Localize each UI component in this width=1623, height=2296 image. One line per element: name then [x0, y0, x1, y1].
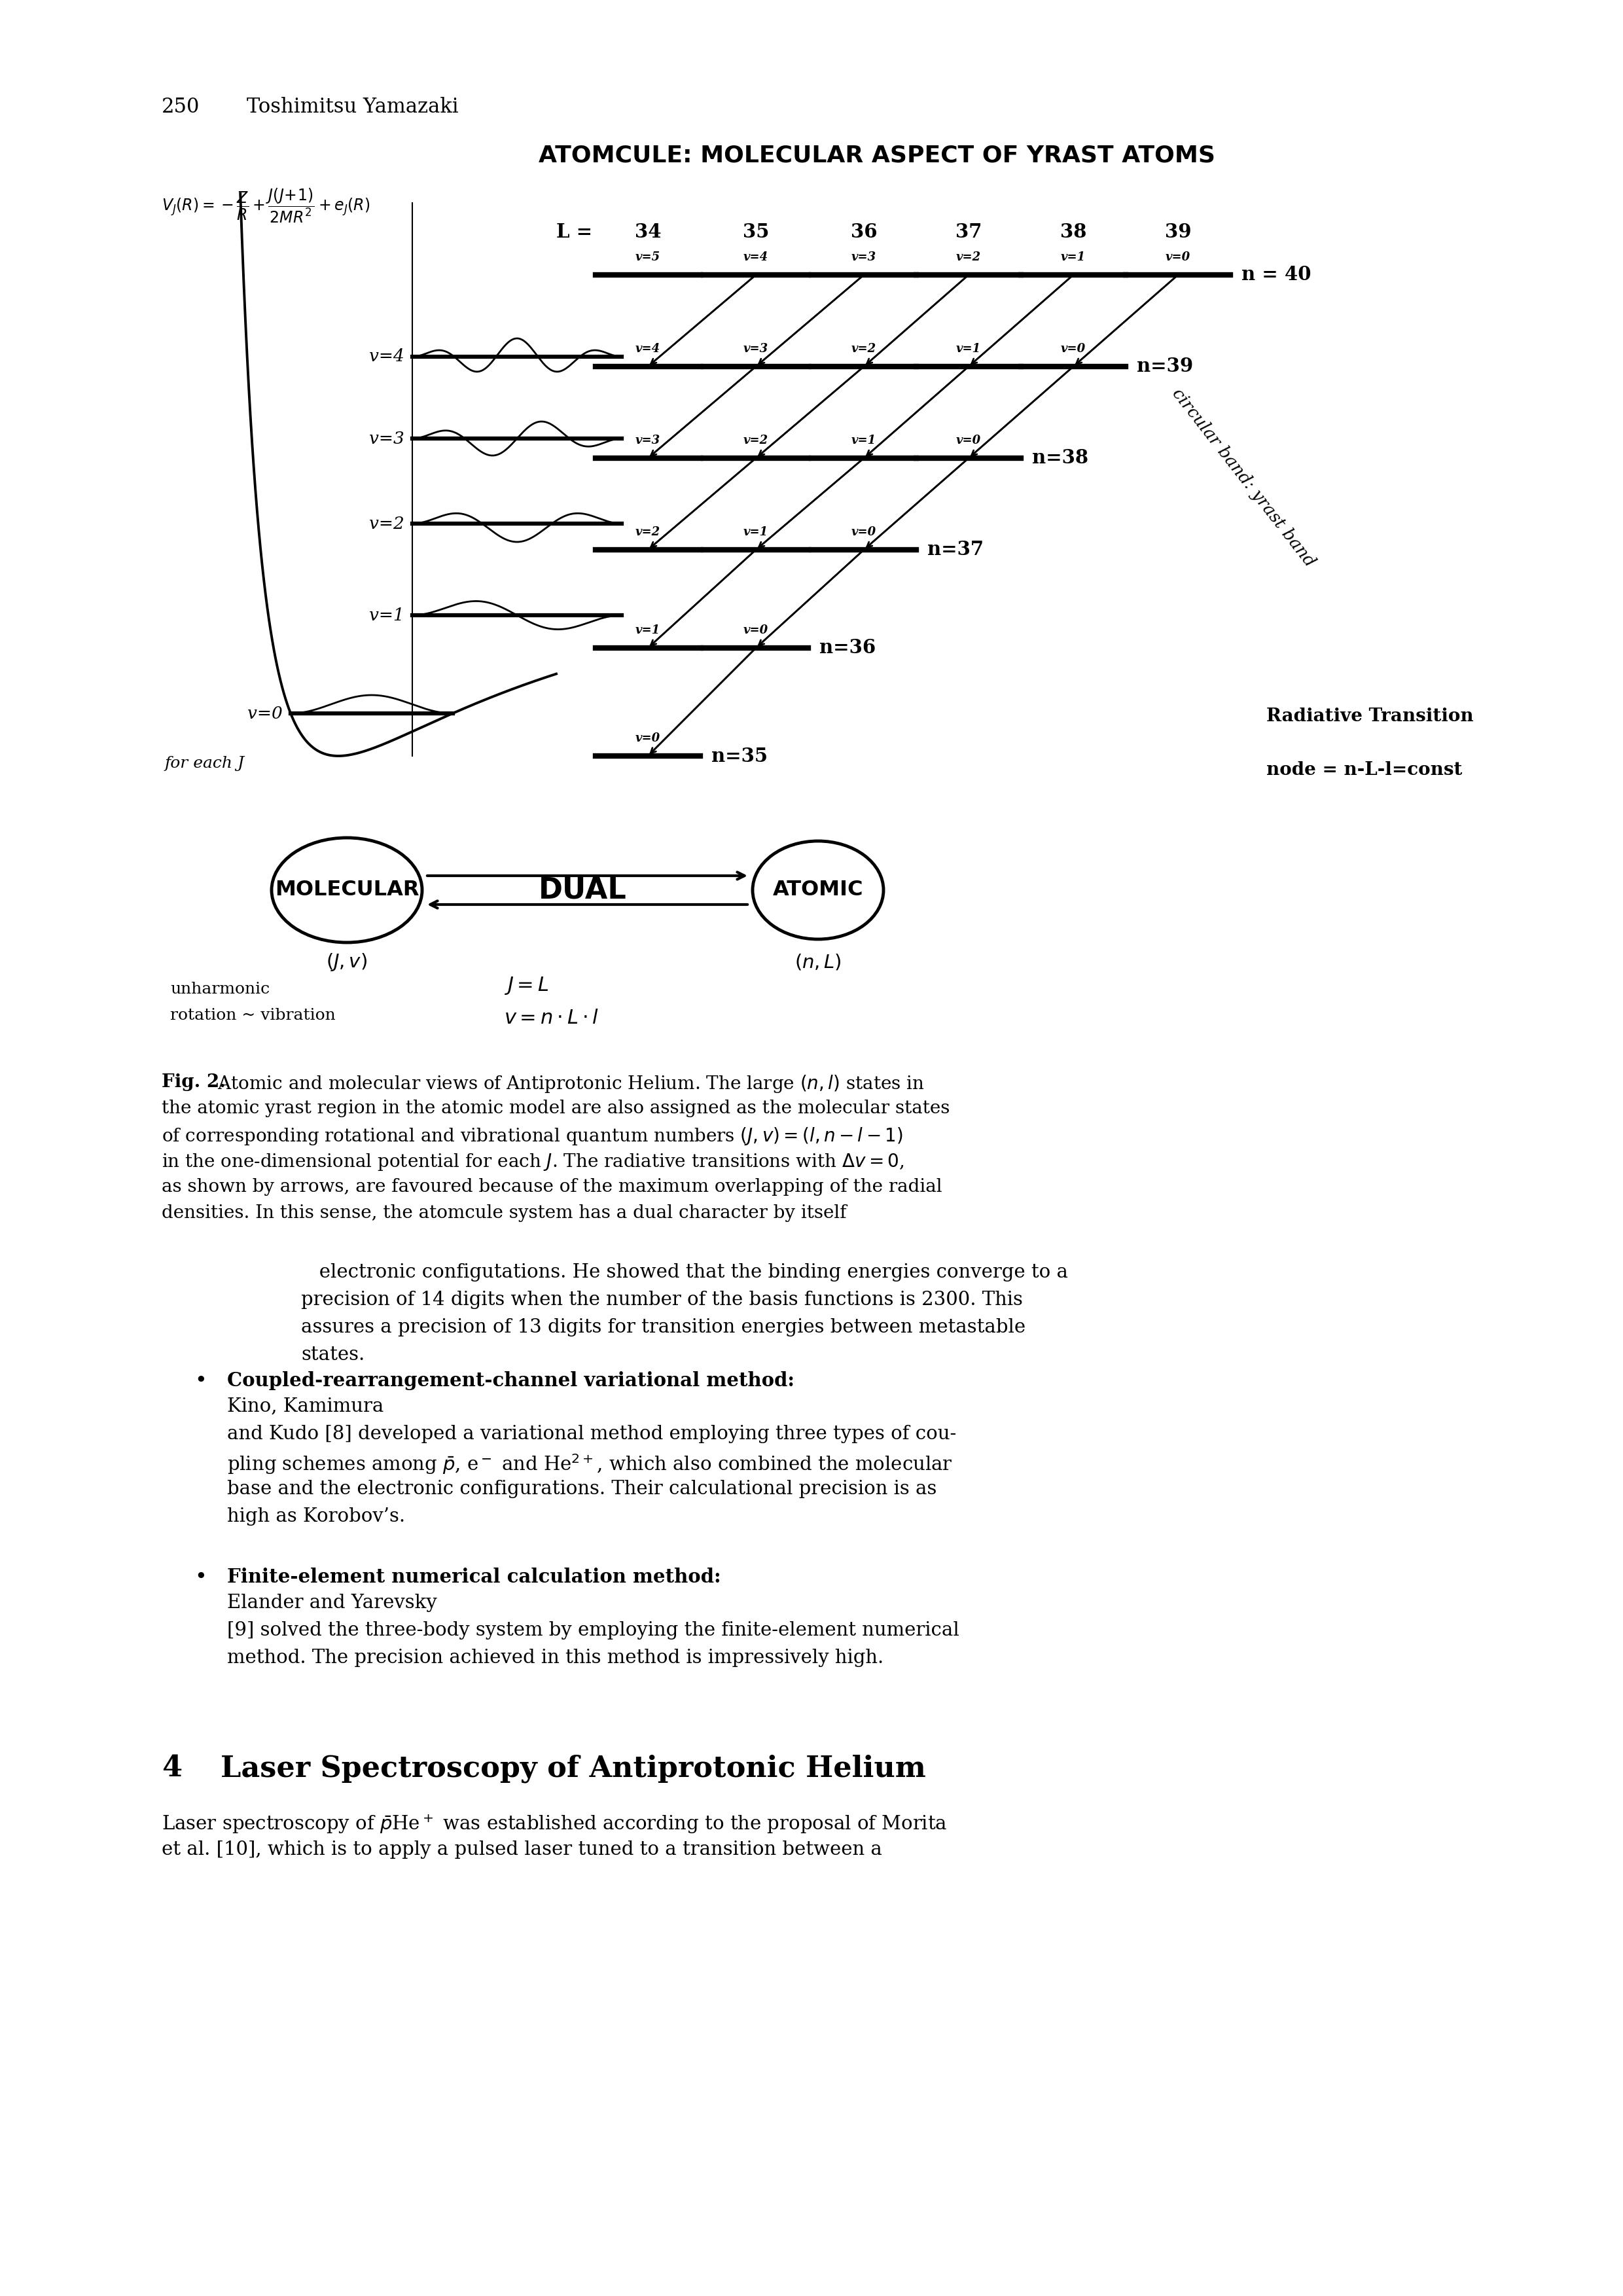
Text: base and the electronic configurations. Their calculational precision is as: base and the electronic configurations. … [227, 1481, 936, 1499]
Text: node = n-L-l=const: node = n-L-l=const [1266, 762, 1462, 778]
Text: unharmonic: unharmonic [170, 983, 269, 996]
Text: v=0: v=0 [956, 434, 980, 445]
Text: 4: 4 [162, 1754, 182, 1782]
Text: states.: states. [300, 1345, 365, 1364]
Text: $(n, L)$: $(n, L)$ [795, 953, 842, 971]
Text: 37: 37 [956, 223, 982, 241]
Text: n=37: n=37 [927, 540, 984, 560]
Text: v=0: v=0 [1165, 250, 1190, 264]
Text: v=2: v=2 [370, 514, 404, 533]
Text: pling schemes among $\bar{p}$, e$^-$ and He$^{2+}$, which also combined the mole: pling schemes among $\bar{p}$, e$^-$ and… [227, 1453, 953, 1476]
Text: v=1: v=1 [956, 342, 980, 356]
Text: assures a precision of 13 digits for transition energies between metastable: assures a precision of 13 digits for tra… [300, 1318, 1026, 1336]
Text: v=0: v=0 [636, 732, 661, 744]
Text: Laser Spectroscopy of Antiprotonic Helium: Laser Spectroscopy of Antiprotonic Heliu… [221, 1754, 925, 1782]
Text: •: • [195, 1371, 208, 1391]
Text: $v = n \cdot L \cdot l$: $v = n \cdot L \cdot l$ [503, 1008, 599, 1029]
Text: [9] solved the three-body system by employing the finite-element numerical: [9] solved the three-body system by empl… [227, 1621, 959, 1639]
Text: circular band: yrast band: circular band: yrast band [1169, 386, 1318, 569]
Text: v=1: v=1 [636, 625, 661, 636]
Text: v=0: v=0 [1061, 342, 1086, 356]
Text: DUAL: DUAL [539, 877, 626, 905]
Text: v=4: v=4 [743, 250, 768, 264]
Text: 39: 39 [1165, 223, 1191, 241]
Text: n = 40: n = 40 [1242, 266, 1311, 285]
Text: v=3: v=3 [370, 429, 404, 448]
Text: v=1: v=1 [743, 526, 768, 537]
Text: high as Korobov’s.: high as Korobov’s. [227, 1506, 406, 1525]
Text: 35: 35 [743, 223, 769, 241]
Text: v=1: v=1 [1061, 250, 1086, 264]
Text: v=1: v=1 [370, 606, 404, 625]
Text: v=5: v=5 [636, 250, 661, 264]
Text: rotation ~ vibration: rotation ~ vibration [170, 1008, 336, 1024]
Text: Kino, Kamimura: Kino, Kamimura [227, 1398, 383, 1417]
Text: Fig. 2.: Fig. 2. [162, 1075, 226, 1091]
Text: v=3: v=3 [743, 342, 768, 356]
Text: et al. [10], which is to apply a pulsed laser tuned to a transition between a: et al. [10], which is to apply a pulsed … [162, 1841, 881, 1860]
Text: Atomic and molecular views of Antiprotonic Helium. The large $(n, l)$ states in: Atomic and molecular views of Antiproton… [206, 1075, 925, 1095]
Text: v=0: v=0 [743, 625, 768, 636]
Text: of corresponding rotational and vibrational quantum numbers $(J, v) = (l, n - l : of corresponding rotational and vibratio… [162, 1125, 902, 1146]
Text: the atomic yrast region in the atomic model are also assigned as the molecular s: the atomic yrast region in the atomic mo… [162, 1100, 949, 1118]
Text: v=1: v=1 [852, 434, 876, 445]
Text: $J = L$: $J = L$ [503, 976, 549, 996]
Text: as shown by arrows, are favoured because of the maximum overlapping of the radia: as shown by arrows, are favoured because… [162, 1178, 941, 1196]
Text: Elander and Yarevsky: Elander and Yarevsky [227, 1593, 437, 1612]
Text: in the one-dimensional potential for each $J$. The radiative transitions with $\: in the one-dimensional potential for eac… [162, 1153, 904, 1173]
Text: $V_J(R) = -\dfrac{Z}{R} + \dfrac{J(J\!+\!1)}{2MR^2} + e_J(R)$: $V_J(R) = -\dfrac{Z}{R} + \dfrac{J(J\!+\… [162, 186, 370, 225]
Text: electronic configutations. He showed that the binding energies converge to a: electronic configutations. He showed tha… [300, 1263, 1068, 1281]
Text: v=2: v=2 [743, 434, 768, 445]
Text: n=35: n=35 [711, 746, 768, 765]
Text: v=3: v=3 [636, 434, 661, 445]
Text: precision of 14 digits when the number of the basis functions is 2300. This: precision of 14 digits when the number o… [300, 1290, 1022, 1309]
Text: v=0: v=0 [852, 526, 876, 537]
Text: Laser spectroscopy of $\bar{p}$He$^+$ was established according to the proposal : Laser spectroscopy of $\bar{p}$He$^+$ wa… [162, 1814, 948, 1835]
Text: v=4: v=4 [370, 349, 404, 365]
Text: ATOMCULE: MOLECULAR ASPECT OF YRAST ATOMS: ATOMCULE: MOLECULAR ASPECT OF YRAST ATOM… [539, 145, 1216, 165]
Text: v=2: v=2 [636, 526, 661, 537]
Text: for each J: for each J [166, 755, 245, 771]
Text: v=2: v=2 [852, 342, 876, 356]
Text: L =: L = [557, 223, 592, 241]
Text: 36: 36 [850, 223, 876, 241]
Text: 34: 34 [635, 223, 661, 241]
Text: Coupled-rearrangement-channel variational method:: Coupled-rearrangement-channel variationa… [227, 1371, 795, 1389]
Text: Radiative Transition: Radiative Transition [1266, 707, 1474, 726]
Text: 250: 250 [162, 96, 200, 117]
Text: method. The precision achieved in this method is impressively high.: method. The precision achieved in this m… [227, 1649, 883, 1667]
Text: Toshimitsu Yamazaki: Toshimitsu Yamazaki [247, 96, 459, 117]
Text: v=3: v=3 [852, 250, 876, 264]
Text: v=2: v=2 [956, 250, 980, 264]
Text: v=0: v=0 [248, 705, 282, 721]
Text: and Kudo [8] developed a variational method employing three types of cou-: and Kudo [8] developed a variational met… [227, 1426, 956, 1444]
Text: n=36: n=36 [820, 638, 876, 657]
Text: v=4: v=4 [636, 342, 661, 356]
Text: 38: 38 [1060, 223, 1086, 241]
Text: $(J, v)$: $(J, v)$ [326, 951, 367, 974]
Text: MOLECULAR: MOLECULAR [274, 879, 419, 900]
Text: ATOMIC: ATOMIC [773, 879, 863, 900]
Text: •: • [195, 1568, 208, 1589]
Text: densities. In this sense, the atomcule system has a dual character by itself: densities. In this sense, the atomcule s… [162, 1205, 847, 1221]
Text: n=38: n=38 [1032, 448, 1089, 468]
Text: n=39: n=39 [1136, 358, 1193, 377]
Text: Finite-element numerical calculation method:: Finite-element numerical calculation met… [227, 1568, 721, 1587]
